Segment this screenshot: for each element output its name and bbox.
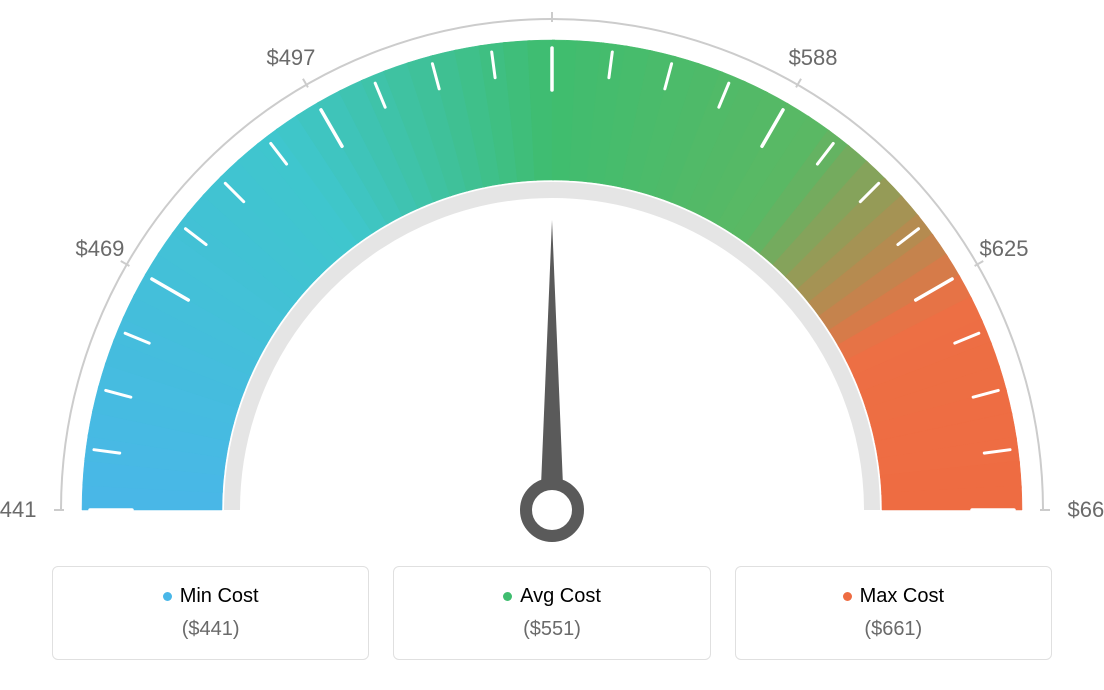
legend-title-min: Min Cost: [53, 585, 368, 608]
legend-dot-avg: [503, 592, 512, 601]
legend-title-max: Max Cost: [736, 585, 1051, 608]
gauge-tick-label: $441: [0, 497, 36, 523]
legend-card-max: Max Cost ($661): [735, 566, 1052, 660]
legend-dot-max: [843, 592, 852, 601]
legend-card-avg: Avg Cost ($551): [393, 566, 710, 660]
legend-card-min: Min Cost ($441): [52, 566, 369, 660]
gauge-tick-label: $661: [1068, 497, 1104, 523]
legend-title-avg: Avg Cost: [394, 585, 709, 608]
gauge-tick-label: $588: [789, 45, 838, 71]
legend-label-avg: Avg Cost: [520, 585, 601, 608]
gauge-tick-label: $497: [266, 45, 315, 71]
legend-label-min: Min Cost: [180, 585, 259, 608]
legend-value-min: ($441): [53, 618, 368, 641]
gauge-tick-label: $625: [980, 236, 1029, 262]
legend-label-max: Max Cost: [860, 585, 944, 608]
legend-value-avg: ($551): [394, 618, 709, 641]
gauge-svg: [0, 0, 1104, 560]
legend-dot-min: [163, 592, 172, 601]
legend-value-max: ($661): [736, 618, 1051, 641]
cost-gauge: $441$469$497$551$588$625$661: [0, 0, 1104, 560]
gauge-tick-label: $469: [75, 236, 124, 262]
legend-row: Min Cost ($441) Avg Cost ($551) Max Cost…: [0, 566, 1104, 660]
